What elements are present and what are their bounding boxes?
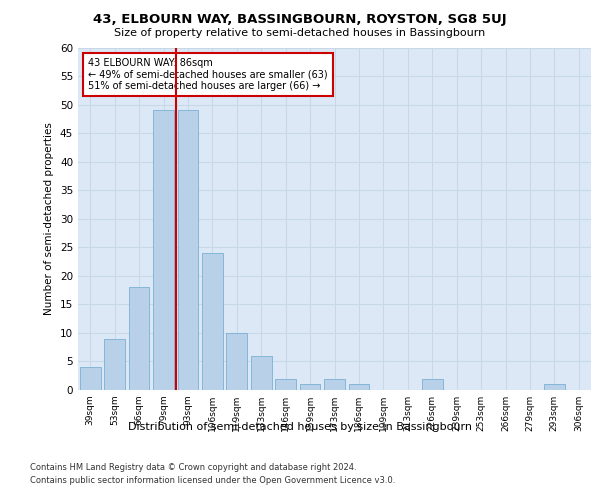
- Text: Contains public sector information licensed under the Open Government Licence v3: Contains public sector information licen…: [30, 476, 395, 485]
- Bar: [422, 378, 443, 390]
- Bar: [178, 110, 199, 390]
- Bar: [251, 356, 272, 390]
- Text: 43, ELBOURN WAY, BASSINGBOURN, ROYSTON, SG8 5UJ: 43, ELBOURN WAY, BASSINGBOURN, ROYSTON, …: [93, 12, 507, 26]
- Bar: [80, 367, 101, 390]
- Bar: [104, 338, 125, 390]
- Text: Distribution of semi-detached houses by size in Bassingbourn: Distribution of semi-detached houses by …: [128, 422, 472, 432]
- Bar: [128, 287, 149, 390]
- Bar: [275, 378, 296, 390]
- Bar: [153, 110, 174, 390]
- Bar: [324, 378, 345, 390]
- Text: Size of property relative to semi-detached houses in Bassingbourn: Size of property relative to semi-detach…: [115, 28, 485, 38]
- Y-axis label: Number of semi-detached properties: Number of semi-detached properties: [44, 122, 55, 315]
- Bar: [544, 384, 565, 390]
- Bar: [299, 384, 320, 390]
- Text: Contains HM Land Registry data © Crown copyright and database right 2024.: Contains HM Land Registry data © Crown c…: [30, 462, 356, 471]
- Text: 43 ELBOURN WAY: 86sqm
← 49% of semi-detached houses are smaller (63)
51% of semi: 43 ELBOURN WAY: 86sqm ← 49% of semi-deta…: [88, 58, 328, 91]
- Bar: [202, 253, 223, 390]
- Bar: [226, 333, 247, 390]
- Bar: [349, 384, 370, 390]
